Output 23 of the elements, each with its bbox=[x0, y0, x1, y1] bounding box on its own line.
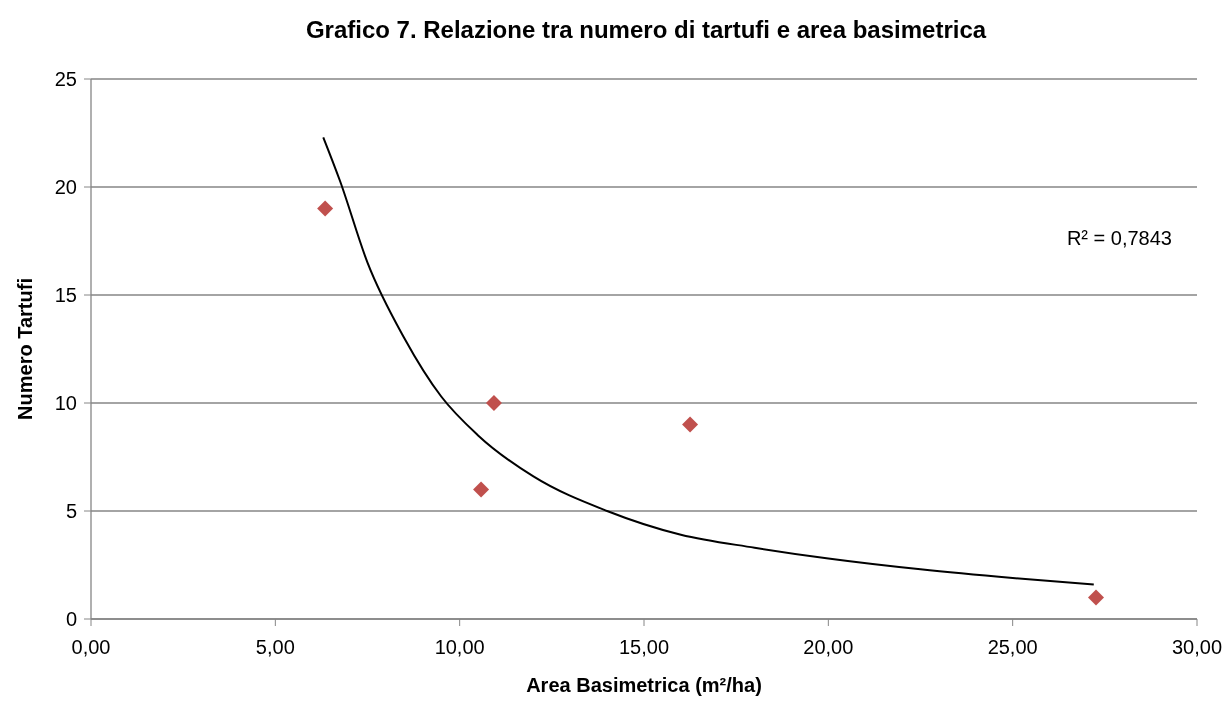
point bbox=[485, 395, 502, 411]
point bbox=[473, 481, 490, 498]
point bbox=[317, 200, 334, 217]
x-tick-label: 5,00 bbox=[255, 636, 295, 658]
line-series bbox=[322, 136, 1095, 586]
y-tick-label: 10 bbox=[54, 392, 77, 414]
x-axis-title: Area Basimetrica (m²/ha) bbox=[526, 674, 762, 696]
x-tick-label: 15,00 bbox=[618, 636, 670, 658]
y-tick-label: 0 bbox=[65, 608, 77, 630]
y-tick-label: 20 bbox=[54, 176, 77, 198]
y-tick-label: 5 bbox=[65, 500, 77, 522]
point bbox=[682, 416, 699, 433]
x-tick-label: 10,00 bbox=[434, 636, 485, 658]
point bbox=[1087, 589, 1104, 606]
annotation: R² = 0,7843 bbox=[1066, 227, 1172, 249]
x-tick-label: 30,00 bbox=[1171, 636, 1223, 658]
x-tick-label: 0,00 bbox=[71, 636, 111, 658]
y-tick-label: 25 bbox=[54, 68, 77, 90]
y-axis-title: Numero Tartufi bbox=[14, 278, 36, 420]
y-tick-label: 15 bbox=[54, 284, 77, 306]
x-tick-label: 25,00 bbox=[987, 636, 1038, 658]
x-tick-label: 20,00 bbox=[803, 636, 854, 658]
chart-title: Grafico 7. Relazione tra numero di tartufi e area basimetrica bbox=[305, 16, 987, 43]
